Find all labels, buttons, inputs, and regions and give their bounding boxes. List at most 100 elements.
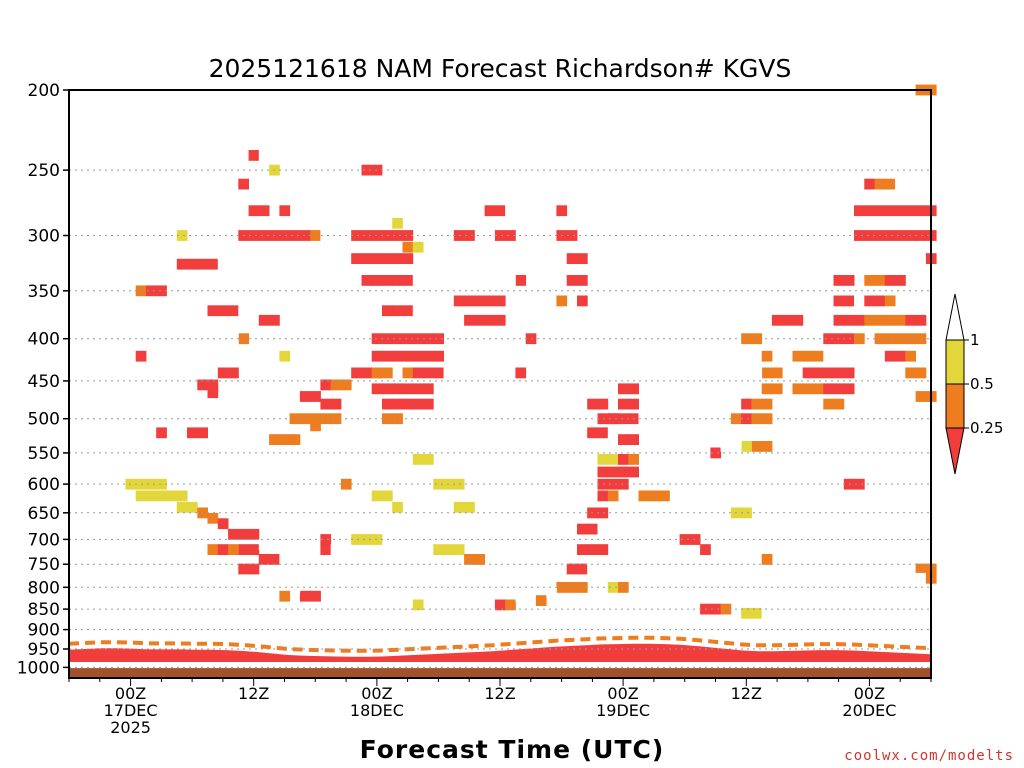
heatmap-cell [382, 253, 393, 264]
x-tick-label: 12Z [238, 684, 269, 703]
heatmap-cell [607, 253, 619, 264]
heatmap-cell [659, 572, 670, 584]
heatmap-cell [843, 383, 855, 395]
heatmap-cell [351, 253, 362, 264]
heatmap-cell [843, 295, 855, 307]
heatmap-cell [915, 367, 927, 379]
heatmap-cell [689, 534, 701, 545]
y-tick-label: 650 [28, 504, 60, 524]
heatmap-cell [607, 466, 619, 478]
y-tick-label: 700 [28, 530, 60, 550]
x-tick-label: 00Z [115, 684, 146, 703]
heatmap-cell [197, 258, 208, 270]
heatmap-cell [402, 230, 414, 241]
heatmap-cell [556, 295, 568, 307]
heatmap-cell [258, 150, 270, 161]
heatmap-cell [587, 427, 598, 439]
heatmap-cell [751, 441, 763, 452]
heatmap-cell [638, 490, 650, 502]
heatmap-cell [176, 490, 188, 502]
heatmap-cell [710, 118, 722, 130]
heatmap-cell [864, 205, 875, 217]
heatmap-cell [854, 205, 865, 217]
heatmap-cell [494, 599, 506, 611]
heatmap-cell [884, 314, 896, 326]
heatmap-cell [402, 275, 414, 286]
heatmap-cell [577, 523, 588, 535]
heatmap-cell [751, 333, 763, 345]
heatmap-cell [618, 333, 629, 345]
heatmap-cell [505, 230, 516, 241]
heatmap-cell [802, 383, 814, 395]
x-tick-label: 19DEC [596, 701, 650, 720]
heatmap-cell [474, 102, 485, 113]
heatmap-cell [833, 314, 845, 326]
heatmap-cell [453, 295, 465, 307]
heatmap-cell [464, 314, 475, 326]
y-tick-label: 500 [28, 410, 60, 430]
heatmap-cell [648, 134, 660, 146]
heatmap-cell [84, 230, 96, 241]
heatmap-cell [474, 314, 485, 326]
heatmap-cell [146, 490, 157, 502]
heatmap-cell [720, 134, 732, 146]
heatmap-cell [351, 590, 362, 602]
heatmap-cell [659, 501, 670, 513]
heatmap-cell [279, 590, 291, 602]
heatmap-cell [843, 367, 855, 379]
heatmap-cell [833, 383, 845, 395]
x-tick-label: 00Z [361, 684, 392, 703]
heatmap-cell [187, 501, 198, 513]
heatmap-cell [720, 603, 732, 615]
heatmap-cell [915, 314, 927, 326]
heatmap-cell [905, 253, 916, 264]
heatmap-cell [248, 528, 260, 540]
heatmap-cell [597, 544, 609, 555]
heatmap-cell [412, 305, 424, 317]
heatmap-cell [443, 544, 455, 555]
heatmap-cell [402, 241, 414, 253]
heatmap-cell [392, 275, 403, 286]
heatmap-cell [700, 544, 711, 555]
heatmap-cell [207, 512, 219, 524]
heatmap-cell [895, 230, 906, 241]
heatmap-cell [423, 333, 434, 345]
heatmap-cell [915, 563, 927, 575]
heatmap-cell [228, 367, 239, 379]
heatmap-cell [330, 413, 342, 425]
heatmap-cell [371, 230, 383, 241]
heatmap-cell [392, 230, 403, 241]
heatmap-cell [330, 379, 342, 391]
heatmap-cell [382, 350, 393, 362]
heatmap-cell [771, 314, 783, 326]
heatmap-cell [905, 178, 916, 190]
heatmap-cell [156, 478, 167, 490]
heatmap-cell [761, 466, 773, 478]
heatmap-cell [525, 350, 537, 362]
heatmap-cell [607, 454, 619, 465]
heatmap-cell [884, 295, 896, 307]
colorbar-legend: 1 0.5 0.25 [945, 293, 1003, 475]
heatmap-cell [84, 367, 96, 379]
heatmap-cell [905, 563, 916, 575]
y-axis: 200 250 300 350 400 450 500 550 600 650 700 750 8008… [17, 81, 69, 678]
heatmap-cell [505, 205, 516, 217]
heatmap-cell [823, 383, 834, 395]
heatmap-cell [433, 333, 444, 345]
heatmap-cell [310, 420, 321, 432]
heatmap-cell [361, 275, 373, 286]
heatmap-cell [833, 275, 845, 286]
heatmap-cell [269, 434, 280, 445]
heatmap-cell [207, 305, 219, 317]
heatmap-cell [187, 441, 198, 452]
heatmap-cell [679, 590, 691, 602]
heatmap-cell [433, 367, 444, 379]
heatmap-cell [638, 413, 650, 425]
heatmap-cell [874, 314, 886, 326]
heatmap-cell [884, 205, 896, 217]
heatmap-cell [392, 253, 403, 264]
heatmap-cell [320, 230, 332, 241]
heatmap-cell [320, 379, 332, 391]
heatmap-cell [299, 454, 311, 465]
